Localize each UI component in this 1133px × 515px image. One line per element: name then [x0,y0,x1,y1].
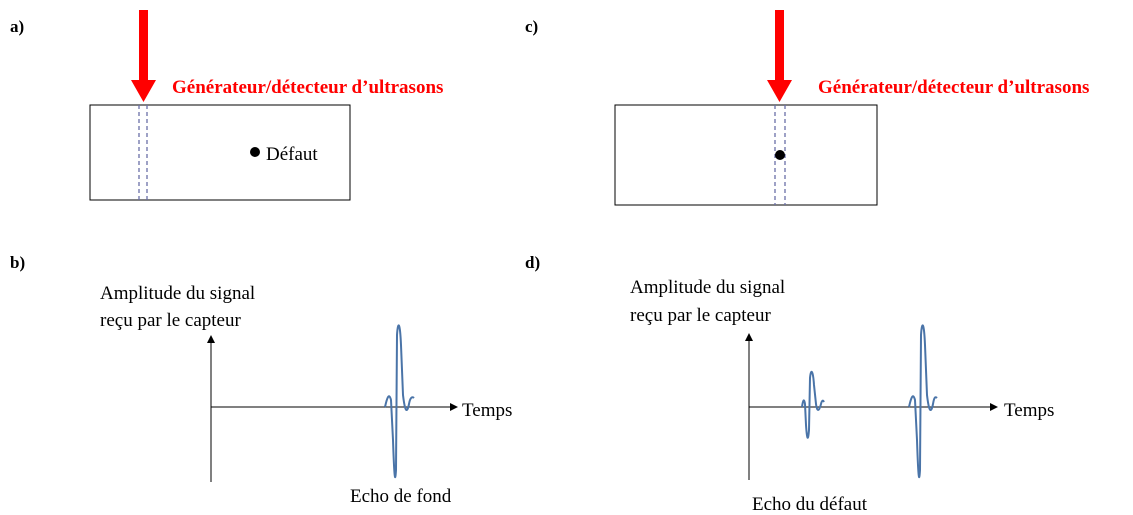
defect [250,147,260,157]
probe-label: Générateur/détecteur d’ultrasons [172,77,443,98]
panel-label: a) [10,17,24,36]
probe-arrow [767,10,792,102]
specimen [89,104,351,201]
defect-label: Défaut [266,144,318,165]
y-axis-label: Amplitude du signal [100,283,255,304]
panel-label: b) [10,253,25,272]
y-axis-label: reçu par le capteur [100,310,241,331]
echo-label: Echo du défaut [752,494,868,515]
y-axis-label: reçu par le capteur [630,305,771,326]
probe-arrow [131,10,156,102]
defect [775,150,785,160]
specimen [614,104,878,206]
echo-signal [801,370,825,439]
probe-label: Générateur/détecteur d’ultrasons [818,77,1089,98]
y-axis-label: Amplitude du signal [630,277,785,298]
panel-label: c) [525,17,538,36]
echo-signal [384,324,415,478]
echo-signal [908,324,938,478]
panel-label: d) [525,253,540,272]
x-axis-label: Temps [462,400,512,421]
x-axis-label: Temps [1004,400,1054,421]
echo-label: Echo de fond [350,486,452,507]
